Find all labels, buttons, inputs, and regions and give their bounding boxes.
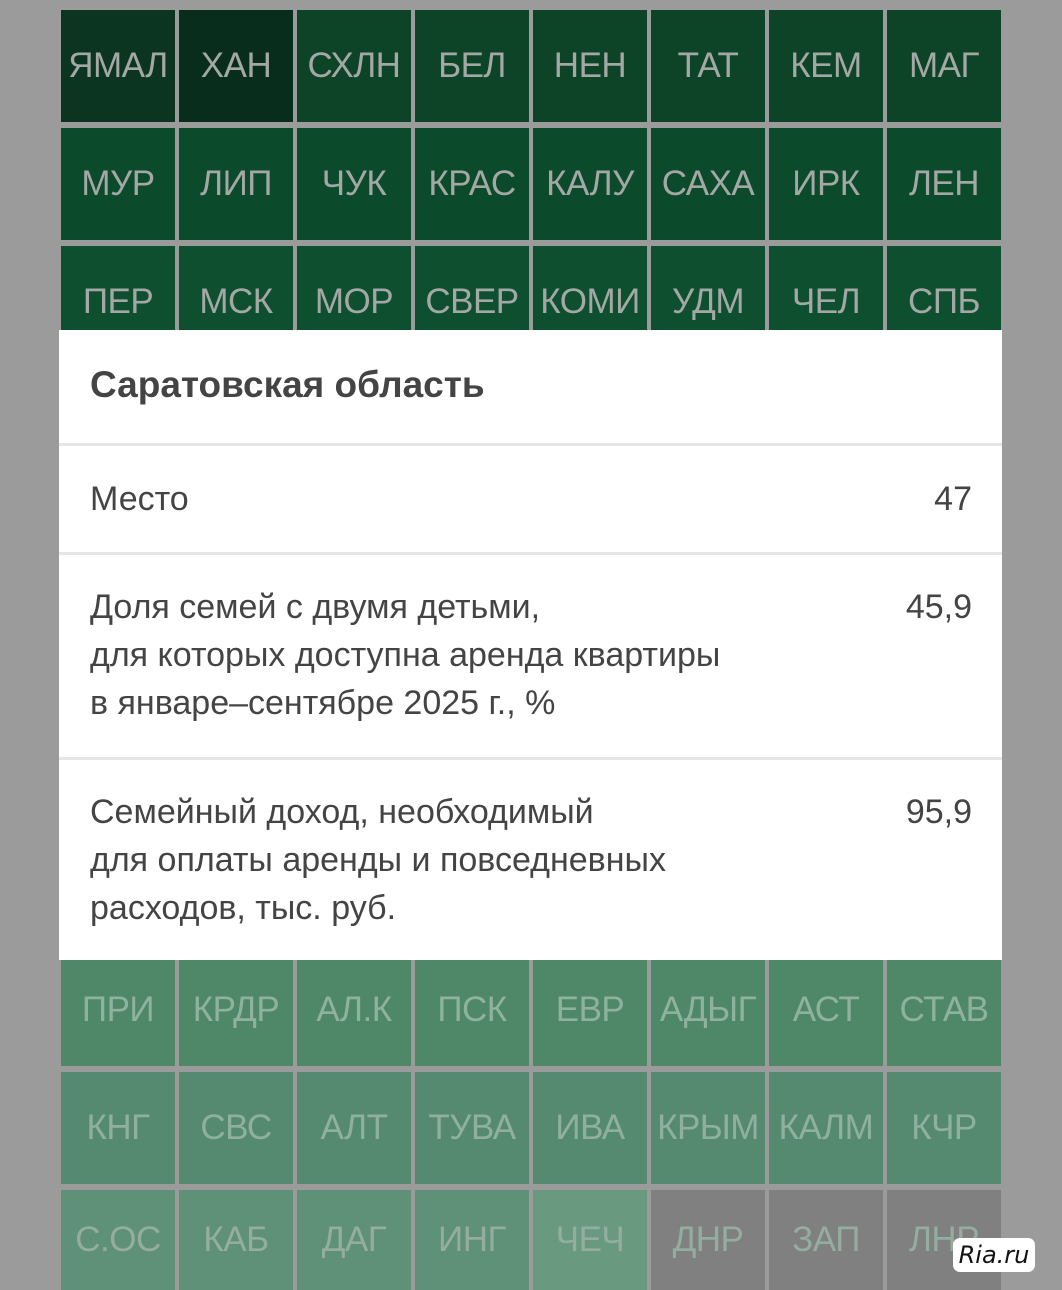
region-tile[interactable]: ИРК	[769, 128, 883, 240]
region-tile[interactable]: КЕМ	[769, 10, 883, 122]
region-tile[interactable]: ИВА	[533, 1072, 647, 1184]
region-tile[interactable]: КАЛМ	[769, 1072, 883, 1184]
region-tile[interactable]: ИНГ	[415, 1190, 529, 1290]
region-tile[interactable]: АЛ.К	[297, 954, 411, 1066]
region-tile[interactable]: ДНР	[651, 1190, 765, 1290]
row-label: Доля семей с двумя детьми, для которых д…	[90, 588, 721, 722]
popup-row-share: Доля семей с двумя детьми, для которых д…	[59, 555, 1002, 760]
region-tile[interactable]: АСТ	[769, 954, 883, 1066]
region-tile[interactable]: ЯМАЛ	[61, 10, 175, 122]
row-value: 45,9	[905, 588, 972, 626]
region-tile[interactable]: МАГ	[887, 10, 1001, 122]
region-tile[interactable]: СВС	[179, 1072, 293, 1184]
region-tile[interactable]: ДАГ	[297, 1190, 411, 1290]
region-tile[interactable]: КРАС	[415, 128, 529, 240]
region-tile[interactable]: С.ОС	[61, 1190, 175, 1290]
region-tile[interactable]: АЛТ	[297, 1072, 411, 1184]
region-tile[interactable]: САХА	[651, 128, 765, 240]
region-tile[interactable]: КРЫМ	[651, 1072, 765, 1184]
region-tile[interactable]: КНГ	[61, 1072, 175, 1184]
region-tile[interactable]: ХАН	[179, 10, 293, 122]
region-tile[interactable]: ТУВА	[415, 1072, 529, 1184]
region-info-popup: Саратовская область Место 47 Доля семей …	[59, 330, 1002, 960]
region-tile[interactable]: СТАВ	[887, 954, 1001, 1066]
row-value: 95,9	[905, 793, 972, 831]
region-tile[interactable]: КЧР	[887, 1072, 1001, 1184]
popup-title: Саратовская область	[59, 330, 1002, 446]
region-tile[interactable]: СХЛН	[297, 10, 411, 122]
region-tile[interactable]: ЕВР	[533, 954, 647, 1066]
row-value: 47	[934, 480, 972, 518]
popup-row-income: Семейный доход, необходимый для оплаты а…	[59, 760, 1002, 957]
row-label: Семейный доход, необходимый для оплаты а…	[90, 793, 666, 927]
popup-row-rank: Место 47	[59, 446, 1002, 555]
region-tile[interactable]: АДЫГ	[651, 954, 765, 1066]
ria-watermark-logo: Ria.ru	[953, 1238, 1035, 1272]
region-tile[interactable]: ПРИ	[61, 954, 175, 1066]
region-tile[interactable]: ЧЕЧ	[533, 1190, 647, 1290]
region-tile[interactable]: МУР	[61, 128, 175, 240]
region-tile[interactable]: ТАТ	[651, 10, 765, 122]
region-tile[interactable]: ЗАП	[769, 1190, 883, 1290]
region-tile[interactable]: ЛИП	[179, 128, 293, 240]
region-tile[interactable]: ЛЕН	[887, 128, 1001, 240]
region-tile[interactable]: КАЛУ	[533, 128, 647, 240]
row-label: Место	[90, 480, 189, 518]
region-tile[interactable]: НЕН	[533, 10, 647, 122]
region-tile[interactable]: КРДР	[179, 954, 293, 1066]
region-tile[interactable]: КАБ	[179, 1190, 293, 1290]
region-tile[interactable]: БЕЛ	[415, 10, 529, 122]
region-tile[interactable]: ПСК	[415, 954, 529, 1066]
region-tile[interactable]: ЧУК	[297, 128, 411, 240]
